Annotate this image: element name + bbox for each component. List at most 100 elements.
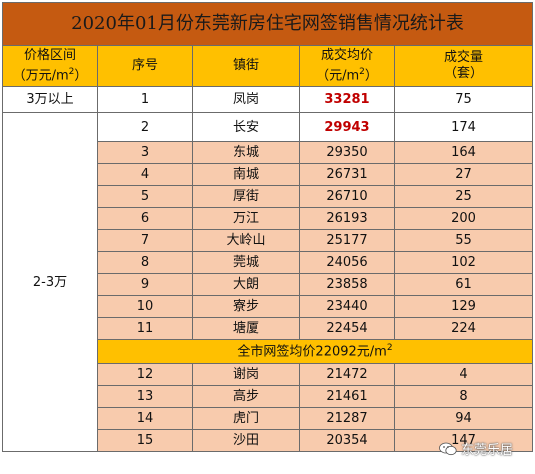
city-average-text: 全市网签均价22092元/m xyxy=(237,344,387,360)
town-cell: 高步 xyxy=(192,385,300,408)
table-row: 15 沙田 20354 147 xyxy=(3,429,533,452)
seq-cell: 1 xyxy=(97,86,193,113)
town-cell: 沙田 xyxy=(192,429,300,452)
volume-cell: 27 xyxy=(394,163,533,186)
price-cell: 22454 xyxy=(299,317,395,340)
town-cell-text: 大岭山 xyxy=(226,233,266,248)
price-cell-text: 26731 xyxy=(326,167,368,182)
header-price-range-line1: 价格区间 xyxy=(23,47,76,63)
price-cell: 29350 xyxy=(299,141,395,164)
volume-cell: 8 xyxy=(394,385,533,408)
volume-cell: 129 xyxy=(394,295,533,318)
seq-cell-text: 3 xyxy=(140,145,150,160)
header-volume-line1: 成交量 xyxy=(443,50,483,65)
seq-cell: 13 xyxy=(97,385,193,408)
price-cell-text: 29943 xyxy=(324,119,370,135)
seq-cell: 4 xyxy=(97,163,193,186)
header-price-range: 价格区间 （万元/m2） xyxy=(2,45,98,87)
table-row: 12 谢岗 21472 4 xyxy=(3,363,533,386)
header-price-range-sup: 2 xyxy=(68,66,75,77)
price-cell: 24056 xyxy=(299,251,395,274)
price-cell-text: 21461 xyxy=(326,389,368,404)
town-cell: 万江 xyxy=(192,207,300,230)
group-above-3w-label: 3万以上 xyxy=(26,92,74,107)
volume-cell: 4 xyxy=(394,363,533,386)
price-cell: 25177 xyxy=(299,229,395,252)
header-price-range-line2: （万元/m xyxy=(12,68,69,84)
price-cell-text: 29350 xyxy=(326,145,368,160)
table-row: 7 大岭山 25177 55 xyxy=(3,229,533,252)
seq-cell-text: 10 xyxy=(136,299,154,314)
volume-cell-text: 94 xyxy=(455,411,472,426)
seq-cell-text: 12 xyxy=(136,367,154,382)
seq-cell-text: 4 xyxy=(140,167,150,182)
price-cell: 21472 xyxy=(299,363,395,386)
town-cell: 东城 xyxy=(192,141,300,164)
town-cell-text: 万江 xyxy=(232,211,259,226)
header-avg-price-sup: 2 xyxy=(359,66,365,77)
town-cell: 塘厦 xyxy=(192,317,300,340)
group-above-3w: 3万以上 xyxy=(2,86,98,113)
town-cell: 厚街 xyxy=(192,185,300,208)
watermark: 东莞乐居 xyxy=(439,439,513,458)
header-seq-text: 序号 xyxy=(131,58,158,73)
seq-cell-text: 11 xyxy=(136,321,154,336)
seq-cell: 10 xyxy=(97,295,193,318)
city-average-cell: 全市网签均价22092元/m2 xyxy=(97,339,533,364)
price-cell-text: 23858 xyxy=(326,277,368,292)
volume-cell-text: 8 xyxy=(459,389,468,404)
volume-cell: 25 xyxy=(394,185,533,208)
price-cell: 21461 xyxy=(299,385,395,408)
price-cell-text: 23440 xyxy=(326,299,368,314)
header-town: 镇街 xyxy=(192,45,300,87)
volume-cell-text: 147 xyxy=(451,433,476,448)
header-price-range-end: ） xyxy=(74,68,88,84)
price-cell-text: 21472 xyxy=(326,367,368,382)
price-cell-text: 24056 xyxy=(326,255,368,270)
seq-cell: 5 xyxy=(97,185,193,208)
volume-cell: 61 xyxy=(394,273,533,296)
seq-cell-text: 8 xyxy=(140,255,150,270)
town-cell: 莞城 xyxy=(192,251,300,274)
price-cell-text: 20354 xyxy=(326,433,368,448)
table-row: 3 东城 29350 164 xyxy=(3,141,533,164)
header-town-text: 镇街 xyxy=(232,58,259,73)
town-cell-text: 寮步 xyxy=(232,299,259,314)
wechat-icon xyxy=(439,442,457,455)
volume-cell-text: 200 xyxy=(451,211,476,226)
seq-cell: 2 xyxy=(97,112,193,142)
seq-cell-text: 13 xyxy=(136,389,154,404)
seq-cell-text: 2 xyxy=(140,119,150,135)
town-cell-text: 沙田 xyxy=(232,433,259,448)
sales-table: 2020年01月份东莞新房住宅网签销售情况统计表 价格区间 （万元/m2） 序号… xyxy=(2,2,533,452)
volume-cell-text: 75 xyxy=(455,92,472,107)
seq-cell-text: 5 xyxy=(140,189,150,204)
table-row: 13 高步 21461 8 xyxy=(3,385,533,408)
seq-cell: 8 xyxy=(97,251,193,274)
seq-cell: 6 xyxy=(97,207,193,230)
table-row: 3万以上 1 凤岗 33281 75 xyxy=(2,86,533,113)
price-cell: 23858 xyxy=(299,273,395,296)
seq-cell: 15 xyxy=(97,429,193,452)
seq-cell-text: 7 xyxy=(140,233,150,248)
header-row: 价格区间 （万元/m2） 序号 镇街 成交均价 （元/m2） 成交量 （套） xyxy=(2,45,533,87)
volume-cell-text: 25 xyxy=(455,189,472,204)
volume-cell: 200 xyxy=(394,207,533,230)
town-cell: 寮步 xyxy=(192,295,300,318)
volume-cell-text: 129 xyxy=(451,299,476,314)
seq-cell-text: 9 xyxy=(140,277,150,292)
town-cell: 凤岗 xyxy=(192,86,300,113)
group-2-3w-label: 2-3万 xyxy=(32,274,68,290)
table-row: 9 大朗 23858 61 xyxy=(3,273,533,296)
seq-cell: 7 xyxy=(97,229,193,252)
price-cell-text: 25177 xyxy=(326,233,368,248)
city-average-row: 全市网签均价22092元/m2 xyxy=(3,339,533,364)
watermark-text: 东莞乐居 xyxy=(460,443,513,458)
price-cell: 26731 xyxy=(299,163,395,186)
header-avg-price-end: ） xyxy=(364,68,378,84)
volume-cell: 55 xyxy=(394,229,533,252)
town-cell-text: 高步 xyxy=(232,389,259,404)
group-2-3w: 2-3万 xyxy=(2,112,98,452)
price-cell: 23440 xyxy=(299,295,395,318)
